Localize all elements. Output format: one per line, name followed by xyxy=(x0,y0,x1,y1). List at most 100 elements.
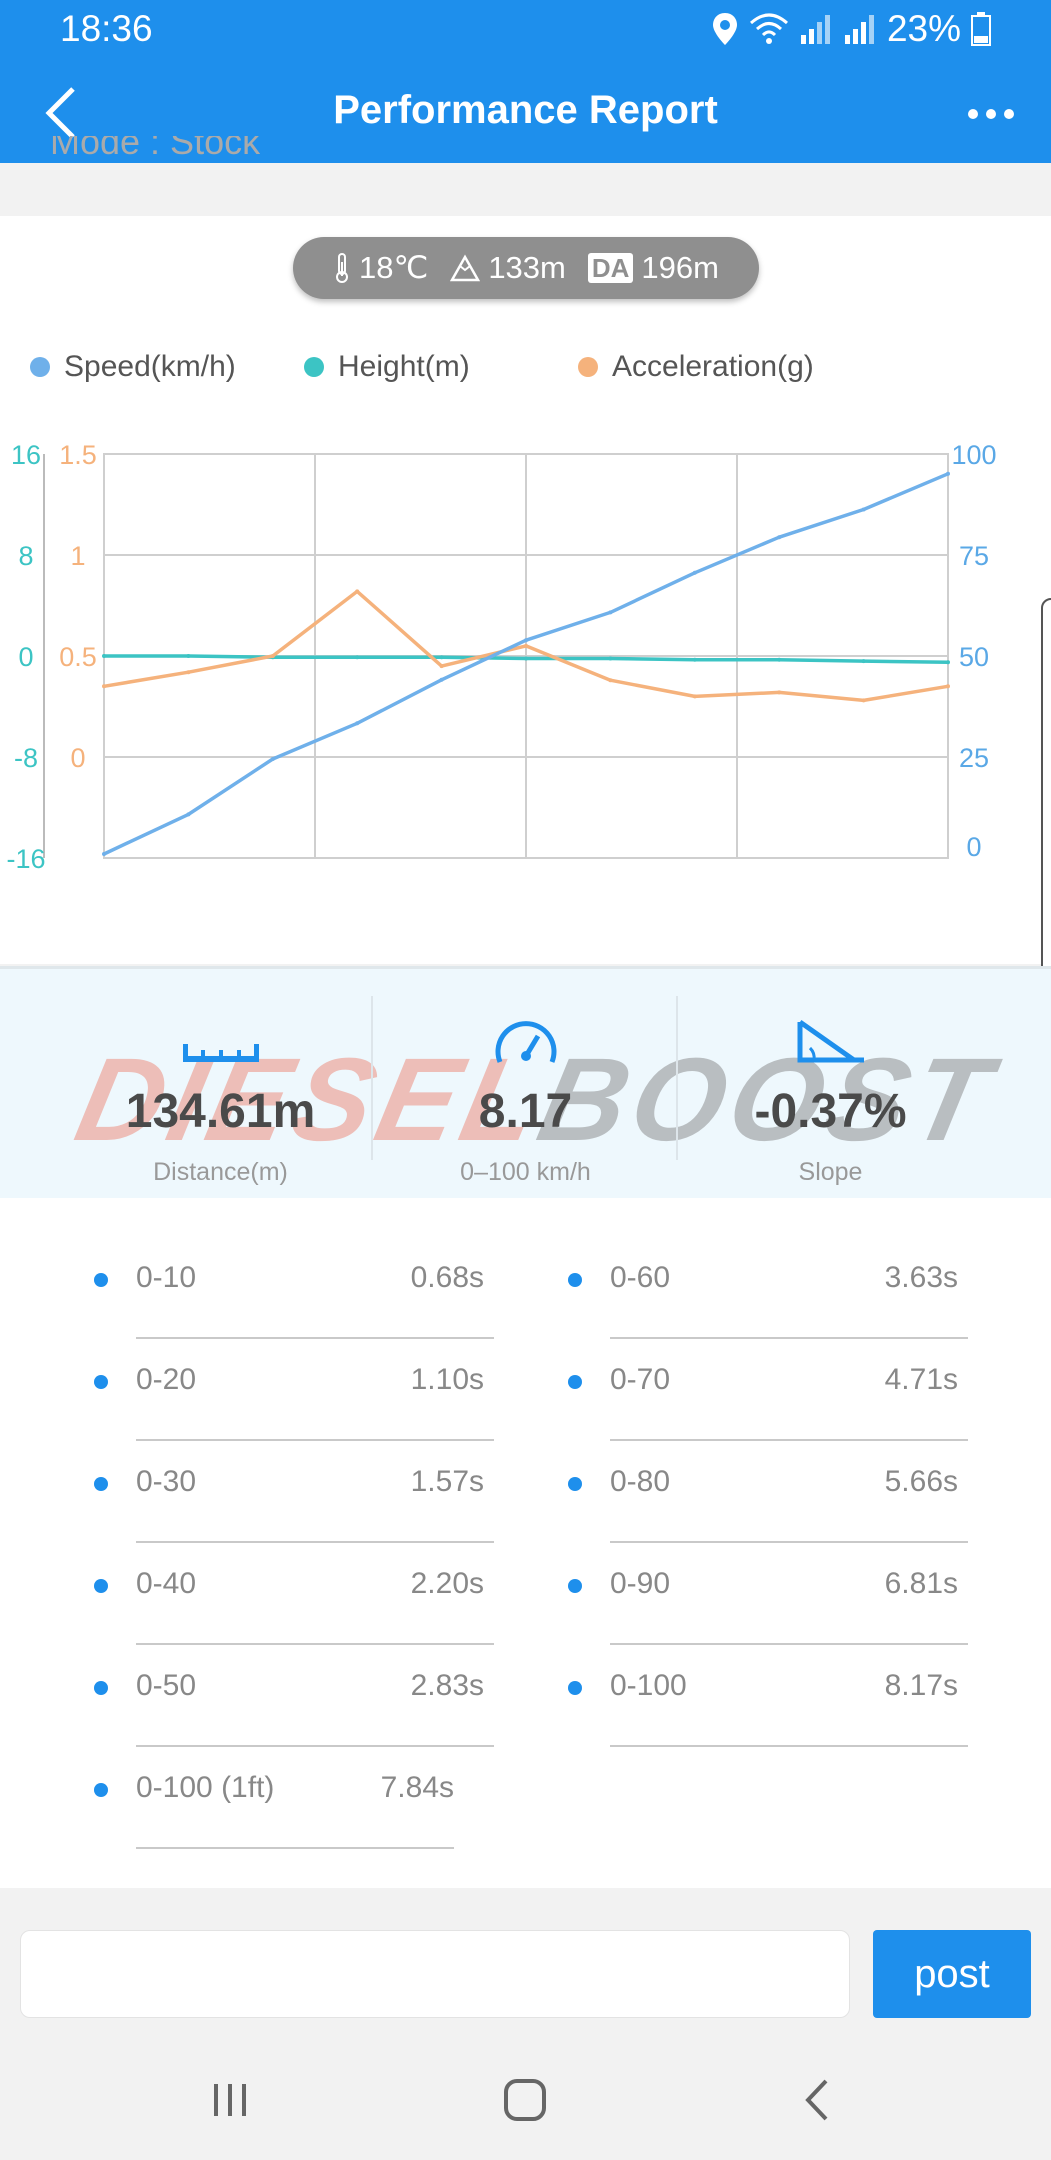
split-time: 2.83s xyxy=(410,1669,484,1702)
mountain-icon xyxy=(450,254,481,282)
split-label: 0-60 xyxy=(610,1261,671,1294)
split-label: 0-80 xyxy=(610,1465,671,1498)
series-point xyxy=(692,694,697,699)
more-dots-icon xyxy=(968,109,1014,119)
legend-height[interactable]: Height(m) xyxy=(304,350,470,384)
axis-acceleration: 1.5 1 0.5 0 xyxy=(59,440,97,773)
temperature-item: 18℃ xyxy=(333,250,428,286)
axis-acceleration-tick: 1.5 xyxy=(59,440,97,470)
slope-label: Slope xyxy=(798,1158,863,1186)
split-bullet-icon xyxy=(568,1477,582,1491)
slope-icon xyxy=(797,1019,864,1063)
series-point xyxy=(861,659,866,664)
split-time: 0.68s xyxy=(410,1261,484,1294)
series-point xyxy=(946,471,950,476)
axis-height-tick: -8 xyxy=(14,743,38,773)
axis-speed-tick: 0 xyxy=(966,832,981,862)
slope-value: -0.37% xyxy=(754,1085,907,1138)
series-point xyxy=(946,660,950,665)
side-drawer-handle[interactable] xyxy=(1041,598,1051,998)
series-point xyxy=(524,643,528,648)
split-row: 0-90 6.81s xyxy=(568,1543,968,1645)
split-divider xyxy=(610,1439,968,1441)
split-divider xyxy=(610,1745,968,1747)
split-row: 0-20 1.10s xyxy=(94,1339,494,1441)
legend-acceleration[interactable]: Acceleration(g) xyxy=(578,350,814,384)
metrics-panel xyxy=(0,966,1051,1204)
splits-list xyxy=(0,1198,1051,1888)
home-icon xyxy=(504,2079,546,2121)
split-divider xyxy=(136,1541,494,1543)
split-divider xyxy=(610,1337,968,1339)
legend-speed[interactable]: Speed(km/h) xyxy=(30,350,236,384)
split-label: 0-100 xyxy=(610,1669,687,1702)
mode-text: Mode : Stock xyxy=(50,136,261,162)
chart-series xyxy=(102,471,950,856)
series-point xyxy=(608,678,613,683)
legend-height-label: Height(m) xyxy=(338,350,470,383)
back-button[interactable] xyxy=(30,78,90,148)
performance-chart: 16 8 0 -8 -16 1.5 1 0.5 0 100 75 50 25 0 xyxy=(6,440,996,874)
split-row: 0-60 3.63s xyxy=(568,1237,968,1339)
status-icons: 23% xyxy=(711,8,991,50)
series-point xyxy=(439,664,444,669)
recent-apps-button[interactable] xyxy=(180,2070,280,2130)
axis-acceleration-tick: 1 xyxy=(70,541,85,571)
split-label: 0-10 xyxy=(136,1261,197,1294)
legend-speed-dot xyxy=(30,357,50,377)
series-point xyxy=(102,852,106,856)
density-altitude-value: 196m xyxy=(641,250,719,285)
chart-legend: Speed(km/h) Height(m) Acceleration(g) xyxy=(30,350,1030,390)
split-time: 1.57s xyxy=(410,1465,484,1498)
environment-pill: 18℃ 133m DA 196m xyxy=(293,237,759,299)
signal-icon xyxy=(799,13,833,45)
split-row: 0-30 1.57s xyxy=(94,1441,494,1543)
system-back-button[interactable] xyxy=(767,2070,867,2130)
metric-divider xyxy=(676,996,678,1160)
split-bullet-icon xyxy=(568,1681,582,1695)
legend-acceleration-label: Acceleration(g) xyxy=(612,350,814,383)
home-button[interactable] xyxy=(475,2070,575,2130)
series-point xyxy=(692,657,697,662)
split-time: 1.10s xyxy=(410,1363,484,1396)
split-time: 5.66s xyxy=(884,1465,958,1498)
split-label: 0-30 xyxy=(136,1465,197,1498)
series-point xyxy=(439,655,444,660)
altitude-item: 133m xyxy=(450,250,566,286)
split-row: 0-70 4.71s xyxy=(568,1339,968,1441)
split-divider xyxy=(136,1847,454,1849)
distance-value: 134.61m xyxy=(125,1085,316,1138)
da-badge: DA xyxy=(587,253,634,283)
legend-height-dot xyxy=(304,357,324,377)
series-point xyxy=(186,670,191,675)
split-bullet-icon xyxy=(94,1375,108,1389)
comment-input[interactable] xyxy=(20,1930,850,2018)
split-row: 0-80 5.66s xyxy=(568,1441,968,1543)
axis-height-tick: -16 xyxy=(6,844,45,874)
series-point xyxy=(524,656,528,661)
split-divider xyxy=(136,1643,494,1645)
axis-height-tick: 0 xyxy=(18,642,33,672)
post-button[interactable]: post xyxy=(873,1930,1031,2018)
split-row: 0-50 2.83s xyxy=(94,1645,494,1747)
app-header xyxy=(0,0,1051,163)
acceleration-time-value: 8.17 xyxy=(478,1085,573,1138)
status-time: 18:36 xyxy=(60,8,153,49)
split-time: 2.20s xyxy=(410,1567,484,1600)
more-options-button[interactable] xyxy=(951,90,1031,138)
series-point xyxy=(777,690,782,695)
series-point xyxy=(270,757,275,761)
series-point xyxy=(608,656,613,661)
split-time: 6.81s xyxy=(884,1567,958,1600)
split-row: 0-40 2.20s xyxy=(94,1543,494,1645)
axis-acceleration-tick: 0 xyxy=(70,743,85,773)
split-label: 0-70 xyxy=(610,1363,671,1396)
legend-acceleration-dot xyxy=(578,357,598,377)
series-point xyxy=(355,721,360,726)
split-label: 0-20 xyxy=(136,1363,197,1396)
series-point xyxy=(946,684,950,689)
recent-apps-icon xyxy=(214,2084,246,2116)
split-time: 3.63s xyxy=(884,1261,958,1294)
axis-speed-tick: 50 xyxy=(959,642,989,672)
series-point xyxy=(186,654,191,658)
